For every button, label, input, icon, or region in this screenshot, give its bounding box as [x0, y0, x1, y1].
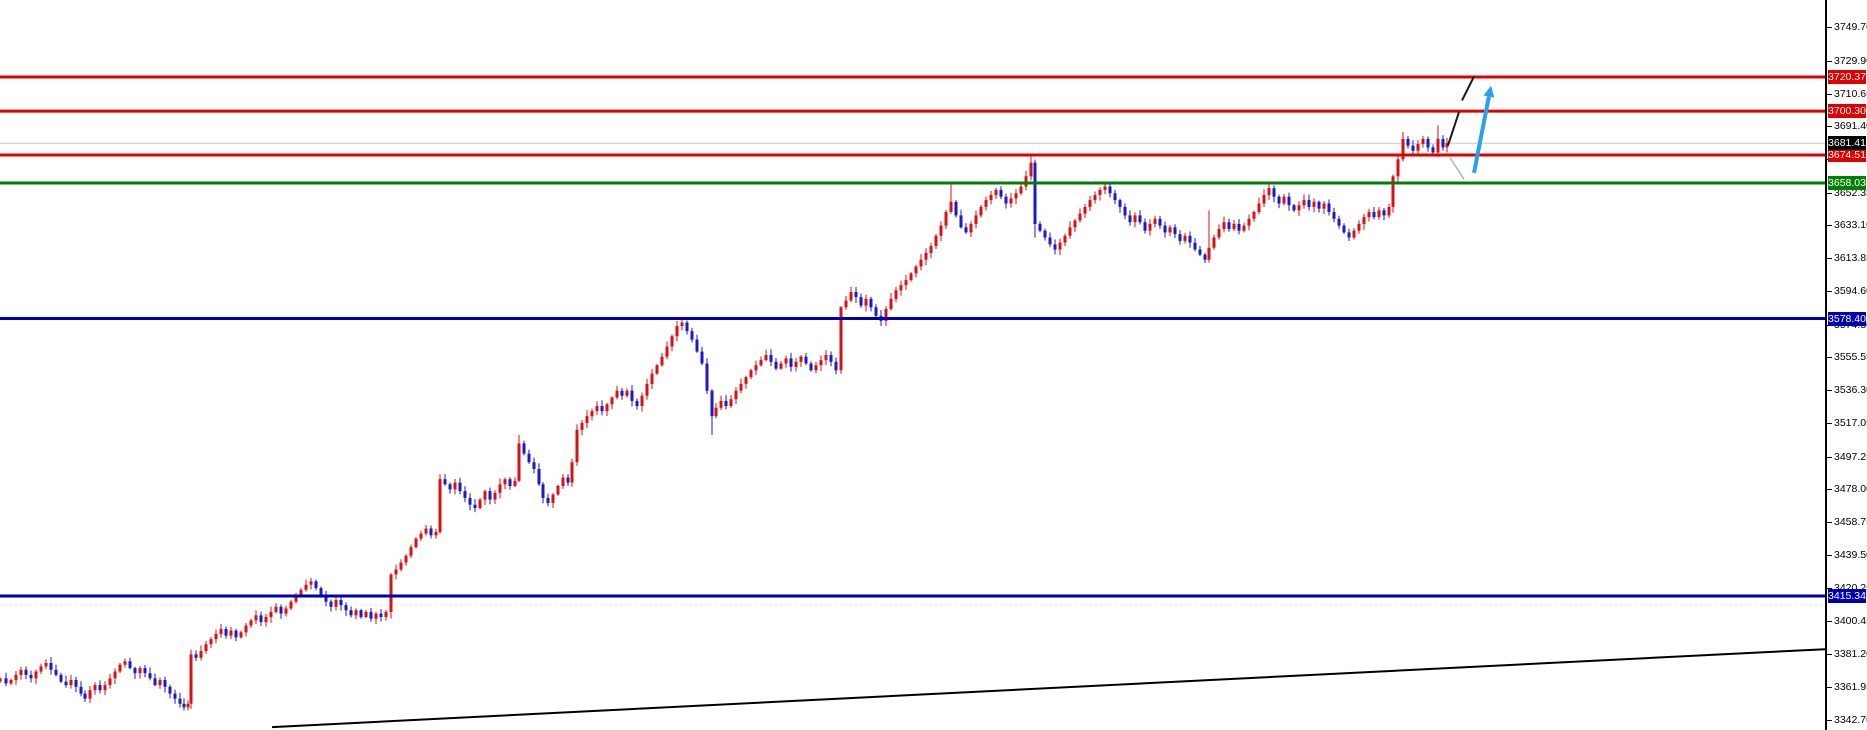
tick-mark	[1827, 60, 1832, 62]
price-tick-label: 3536.30	[1827, 383, 1867, 397]
tick-mark	[1827, 125, 1832, 127]
price-tick-label: 3478.00	[1827, 482, 1867, 496]
blue-up-arrow[interactable]	[1472, 85, 1495, 174]
tick-mark	[1827, 290, 1832, 292]
tick-mark	[1827, 26, 1832, 28]
price-level-badge: 3674.51	[1828, 148, 1866, 162]
price-tick-label: 3517.05	[1827, 416, 1867, 430]
price-level-badge: 3578.40	[1828, 312, 1866, 326]
tick-mark	[1827, 620, 1832, 622]
price-level-badge: 3415.34	[1828, 589, 1866, 603]
trendline[interactable]	[271, 648, 1825, 729]
price-tick-label: 3710.65	[1827, 87, 1867, 101]
tick-mark	[1827, 554, 1832, 556]
price-tick-label: 3361.95	[1827, 680, 1867, 694]
price-level-badge: 3658.03	[1828, 176, 1866, 190]
price-level-badge: 3720.37	[1828, 70, 1866, 84]
candlestick-series	[0, 125, 1449, 711]
price-tick-label: 3555.55	[1827, 350, 1867, 364]
current-price-badge: 3681.41	[1828, 136, 1866, 150]
price-tick-label: 3652.35	[1827, 186, 1867, 200]
tick-mark	[1827, 521, 1832, 523]
black-projection-line[interactable]	[1447, 111, 1460, 146]
black-projection-line[interactable]	[1461, 75, 1475, 101]
price-tick-label: 3342.70	[1827, 713, 1867, 727]
tick-mark	[1827, 356, 1832, 358]
price-tick-label: 3594.60	[1827, 284, 1867, 298]
tick-mark	[1827, 422, 1832, 424]
tick-mark	[1827, 93, 1832, 95]
price-chart-canvas[interactable]	[0, 0, 1825, 730]
tick-mark	[1827, 389, 1832, 391]
price-tick-label: 3729.90	[1827, 54, 1867, 68]
price-tick-label: 3497.25	[1827, 450, 1867, 464]
tick-mark	[1827, 192, 1832, 194]
price-tick-label: 3381.20	[1827, 647, 1867, 661]
tick-mark	[1827, 587, 1832, 589]
tick-mark	[1827, 686, 1832, 688]
tick-mark	[1827, 653, 1832, 655]
tick-mark	[1827, 456, 1832, 458]
price-level-badge: 3700.30	[1828, 104, 1866, 118]
tick-mark	[1827, 488, 1832, 490]
price-tick-label: 3439.50	[1827, 548, 1867, 562]
price-tick-label: 3749.70	[1827, 20, 1867, 34]
price-tick-label: 3633.10	[1827, 218, 1867, 232]
price-tick-label: 3691.40	[1827, 119, 1867, 133]
tick-mark	[1827, 224, 1832, 226]
price-tick-label: 3613.85	[1827, 251, 1867, 265]
tick-mark	[1827, 719, 1832, 721]
tick-mark	[1827, 257, 1832, 259]
price-tick-label: 3400.45	[1827, 614, 1867, 628]
price-tick-label: 3458.75	[1827, 515, 1867, 529]
price-axis[interactable]: 3749.703729.903710.653691.403672.153652.…	[1825, 0, 1867, 730]
gray-pullback-line[interactable]	[1449, 157, 1465, 180]
